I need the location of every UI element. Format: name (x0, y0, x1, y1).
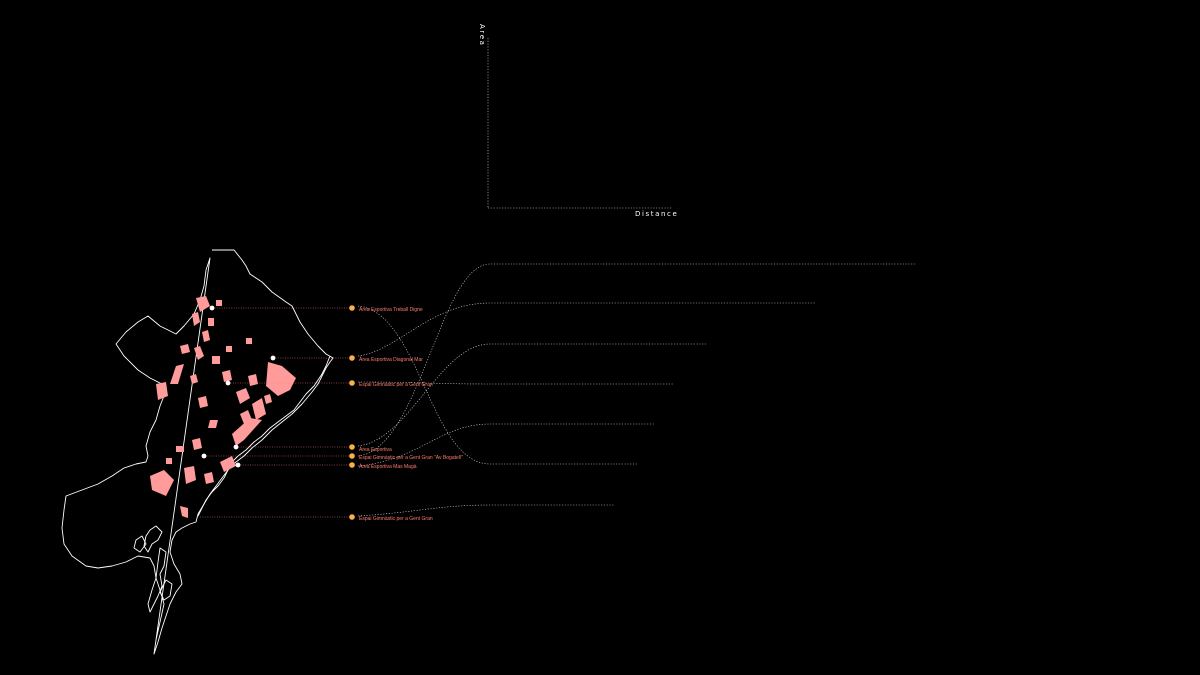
port-piers (133, 525, 173, 613)
site-label: Àrea Esportiva Diagonal Mar (359, 356, 423, 363)
sweep-curve (357, 305, 638, 465)
site-marker (349, 514, 355, 520)
site-markers (349, 305, 355, 520)
site-marker (349, 380, 355, 386)
site-label: Espai Gimnàstic per a Gent Gran "Av Boga… (359, 455, 463, 461)
site-point (209, 305, 215, 311)
building-block (226, 346, 232, 352)
building-block (248, 374, 258, 386)
building-block (156, 382, 168, 400)
coastal-edge (197, 355, 331, 517)
building-block (216, 300, 222, 306)
site-point (225, 380, 231, 386)
site-label: Àrea Esportiva (359, 446, 392, 453)
building-block (220, 456, 236, 472)
building-block (192, 438, 202, 450)
building-block (204, 472, 214, 484)
building-block (170, 364, 184, 384)
sweep-curve (357, 263, 916, 457)
building-block (180, 344, 190, 354)
building-block (232, 418, 262, 446)
building-block (150, 470, 174, 496)
y-axis-label: Area (478, 24, 486, 47)
site-label: Espai Gimnàstic per a Gent Gran (359, 382, 433, 388)
building-block (166, 458, 172, 464)
building-block (222, 370, 232, 382)
map-site-points (201, 305, 276, 468)
sweep-curve (357, 423, 654, 467)
site-marker (349, 453, 355, 459)
building-block (192, 312, 200, 326)
site-labels: Àrea Esportiva Treball Digne Àrea Esport… (359, 306, 463, 522)
site-marker (349, 444, 355, 450)
site-marker (349, 305, 355, 311)
building-block (246, 338, 252, 344)
site-point (201, 453, 207, 459)
leader-lines (200, 307, 352, 518)
area-distance-axes: Area Distance (478, 24, 678, 218)
site-label: Àrea Esportiva Mas Magà (359, 463, 417, 470)
building-block (180, 506, 188, 518)
district-map (61, 249, 334, 655)
sweep-curve (357, 302, 816, 357)
site-marker (349, 355, 355, 361)
building-block (266, 362, 296, 396)
site-label: Àrea Esportiva Treball Digne (359, 306, 423, 313)
building-block (196, 296, 210, 312)
sweep-curves (357, 263, 916, 517)
sweep-curve (357, 504, 614, 517)
building-block (252, 398, 266, 420)
sweep-curve (357, 381, 674, 385)
district-outline (61, 249, 334, 655)
building-block (190, 374, 198, 384)
site-point (235, 462, 241, 468)
building-block (264, 394, 272, 404)
building-block (176, 446, 184, 452)
building-block (198, 396, 208, 408)
site-label: Espai Gimnàstic per a Gent Gran (359, 516, 433, 522)
built-area-blocks (150, 296, 296, 518)
building-block (194, 346, 204, 360)
building-block (208, 318, 214, 326)
x-axis-label: Distance (635, 210, 678, 218)
building-block (184, 466, 196, 484)
building-block (202, 330, 210, 342)
building-block (212, 356, 220, 364)
building-block (208, 420, 218, 428)
site-point (270, 355, 276, 361)
site-marker (349, 462, 355, 468)
site-point (233, 444, 239, 450)
building-block (236, 388, 250, 404)
